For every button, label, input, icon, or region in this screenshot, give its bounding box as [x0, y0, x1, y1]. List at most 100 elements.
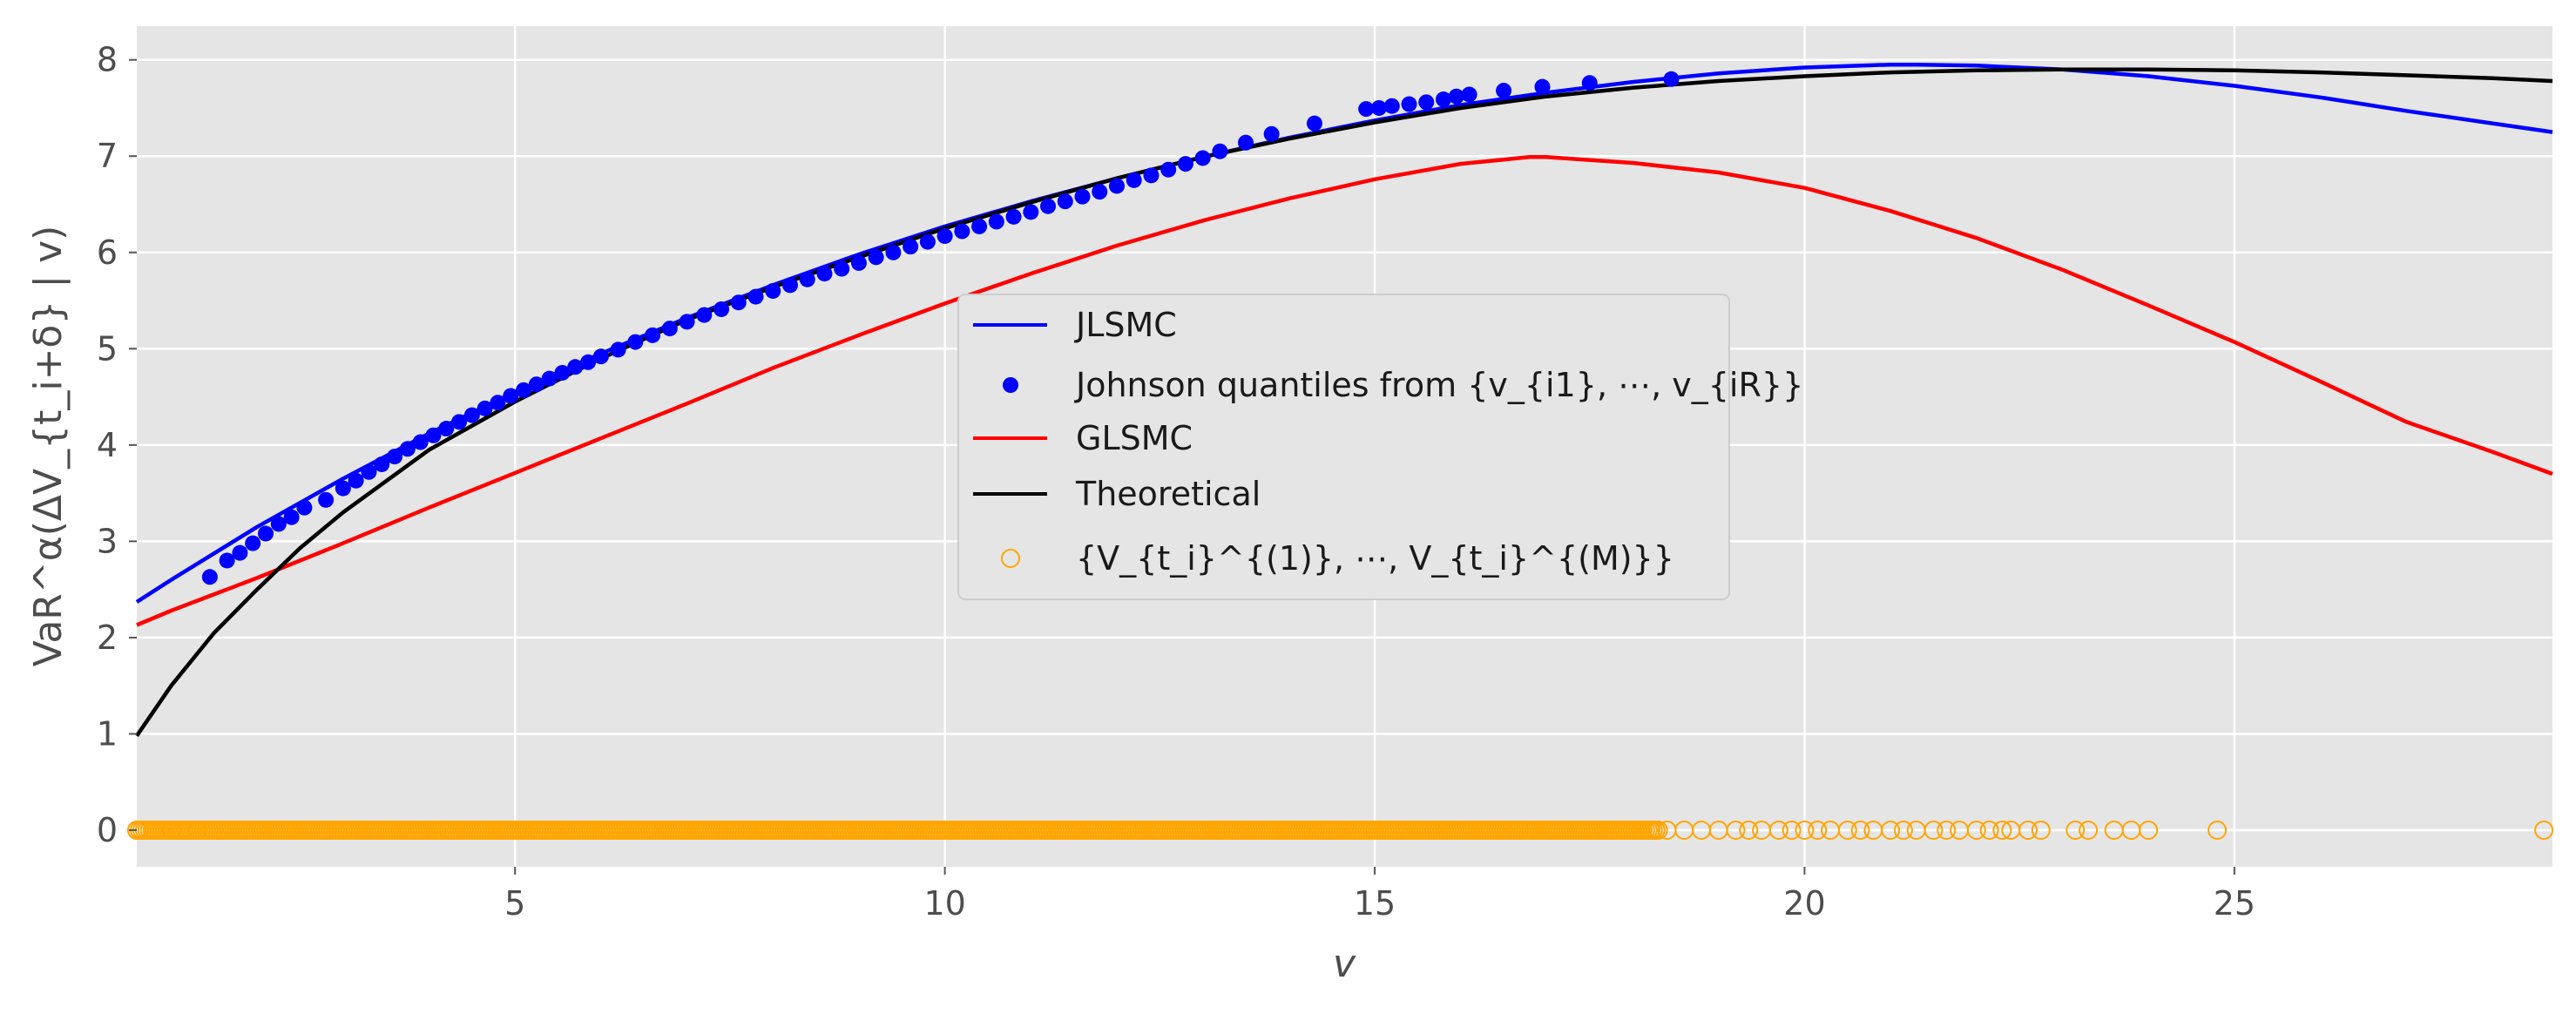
johnson-quantile-point [988, 213, 1004, 230]
johnson-quantile-point [1160, 161, 1177, 178]
johnson-quantile-point [799, 271, 815, 287]
observation-point [1739, 820, 1759, 840]
johnson-quantile-point [1401, 96, 1417, 112]
johnson-quantile-point [661, 321, 678, 337]
johnson-quantile-point [903, 239, 919, 255]
observation-point [1937, 820, 1957, 840]
observation-point [1979, 820, 1999, 840]
johnson-quantile-point [1534, 78, 1551, 95]
johnson-quantile-point [554, 364, 571, 381]
y-tick-label: 8 [97, 41, 118, 79]
johnson-quantile-point [936, 227, 953, 244]
johnson-quantile-point [318, 491, 335, 508]
series-johnson-quantiles [201, 71, 1680, 585]
johnson-quantile-point [1177, 156, 1193, 172]
johnson-quantile-point [438, 421, 455, 437]
observation-point [1924, 820, 1944, 840]
johnson-quantile-point [348, 472, 364, 489]
johnson-quantile-point [781, 277, 798, 294]
johnson-quantile-point [1663, 71, 1680, 87]
johnson-quantile-point [425, 427, 442, 443]
johnson-quantile-point [730, 294, 747, 311]
observation-point [1992, 820, 2012, 840]
y-tick-label: 4 [97, 426, 118, 464]
y-axis-title: VaR^α(ΔV_{t_i+δ} | v) [26, 226, 71, 667]
johnson-quantile-point [451, 414, 468, 430]
johnson-quantile-point [1435, 91, 1451, 108]
johnson-quantile-point [412, 434, 429, 450]
legend: JLSMC Johnson quantiles from {v_{i1}, ⋯,… [957, 294, 1803, 600]
johnson-quantile-point [645, 327, 661, 343]
series-observations [127, 820, 2554, 840]
johnson-quantile-point [713, 301, 730, 317]
johnson-quantile-point [610, 341, 626, 358]
johnson-quantile-point [592, 348, 609, 365]
observation-point [2031, 820, 2051, 840]
johnson-quantile-point [387, 449, 403, 465]
johnson-quantile-point [1040, 198, 1057, 214]
johnson-quantile-point [1057, 193, 1073, 210]
johnson-quantile-point [1306, 115, 1322, 132]
johnson-quantile-point [567, 359, 584, 375]
johnson-quantile-point [528, 376, 544, 393]
johnson-quantile-point [335, 480, 351, 497]
johnson-quantile-point [245, 535, 261, 551]
y-tick-label: 7 [97, 137, 118, 175]
observation-point [1881, 820, 1901, 840]
johnson-quantile-point [868, 249, 884, 266]
johnson-quantile-point [954, 223, 970, 240]
johnson-quantile-point [1074, 188, 1091, 205]
johnson-quantile-point [1581, 75, 1598, 91]
johnson-quantile-point [971, 218, 988, 234]
johnson-quantile-point [232, 544, 248, 561]
johnson-quantile-point [816, 266, 833, 282]
x-tick-label: 25 [2214, 884, 2255, 923]
observation-point [2534, 820, 2554, 840]
legend-box [957, 294, 1730, 600]
x-tick-label: 15 [1354, 884, 1396, 923]
observation-point [1795, 820, 1815, 840]
observation-point [2139, 820, 2159, 840]
johnson-quantile-point [463, 407, 480, 423]
observation-point [127, 820, 146, 840]
johnson-quantile-point [1092, 184, 1108, 200]
y-tick-label: 3 [97, 522, 118, 560]
legend-label-observations: {V_{t_i}^{(1)}, ⋯, V_{t_i}^{(M)}} [1076, 539, 1674, 578]
x-axis-title: v [1333, 942, 1356, 986]
johnson-quantile-point [1448, 88, 1464, 105]
johnson-quantile-point [374, 456, 390, 472]
johnson-quantile-point [834, 260, 850, 277]
johnson-quantile-point [696, 307, 713, 323]
legend-label-theoretical: Theoretical [1075, 475, 1261, 513]
johnson-quantile-point [1496, 83, 1512, 99]
observation-point [2079, 820, 2099, 840]
y-tick-label: 0 [97, 811, 118, 849]
johnson-quantile-point [1418, 94, 1435, 111]
johnson-quantile-point [503, 388, 519, 404]
legend-swatch-johnson-quantiles [1003, 377, 1018, 393]
johnson-quantile-point [1383, 98, 1400, 114]
x-tick-label: 10 [923, 884, 965, 923]
observation-point [1782, 820, 1802, 840]
johnson-quantile-point [201, 569, 218, 585]
johnson-quantile-point [270, 516, 287, 532]
johnson-quantile-point [296, 499, 313, 516]
johnson-quantile-point [283, 509, 300, 525]
observation-point [1893, 820, 1913, 840]
legend-swatch-observations [1001, 549, 1020, 568]
y-tick-label: 6 [97, 233, 118, 272]
legend-label-johnson-quantiles: Johnson quantiles from {v_{i1}, ⋯, v_{iR… [1074, 366, 1803, 404]
johnson-quantile-point [1461, 86, 1477, 103]
x-tick-label: 5 [504, 884, 525, 923]
observation-point [1726, 820, 1746, 840]
johnson-quantile-point [1263, 125, 1280, 142]
johnson-quantile-point [1143, 167, 1160, 184]
observation-point [1837, 820, 1857, 840]
johnson-quantile-point [258, 525, 274, 542]
johnson-quantile-point [1238, 134, 1254, 151]
y-tick-label: 5 [97, 329, 118, 368]
johnson-quantile-point [1194, 150, 1211, 166]
observation-point [187, 820, 207, 840]
observation-point [1648, 820, 1668, 840]
